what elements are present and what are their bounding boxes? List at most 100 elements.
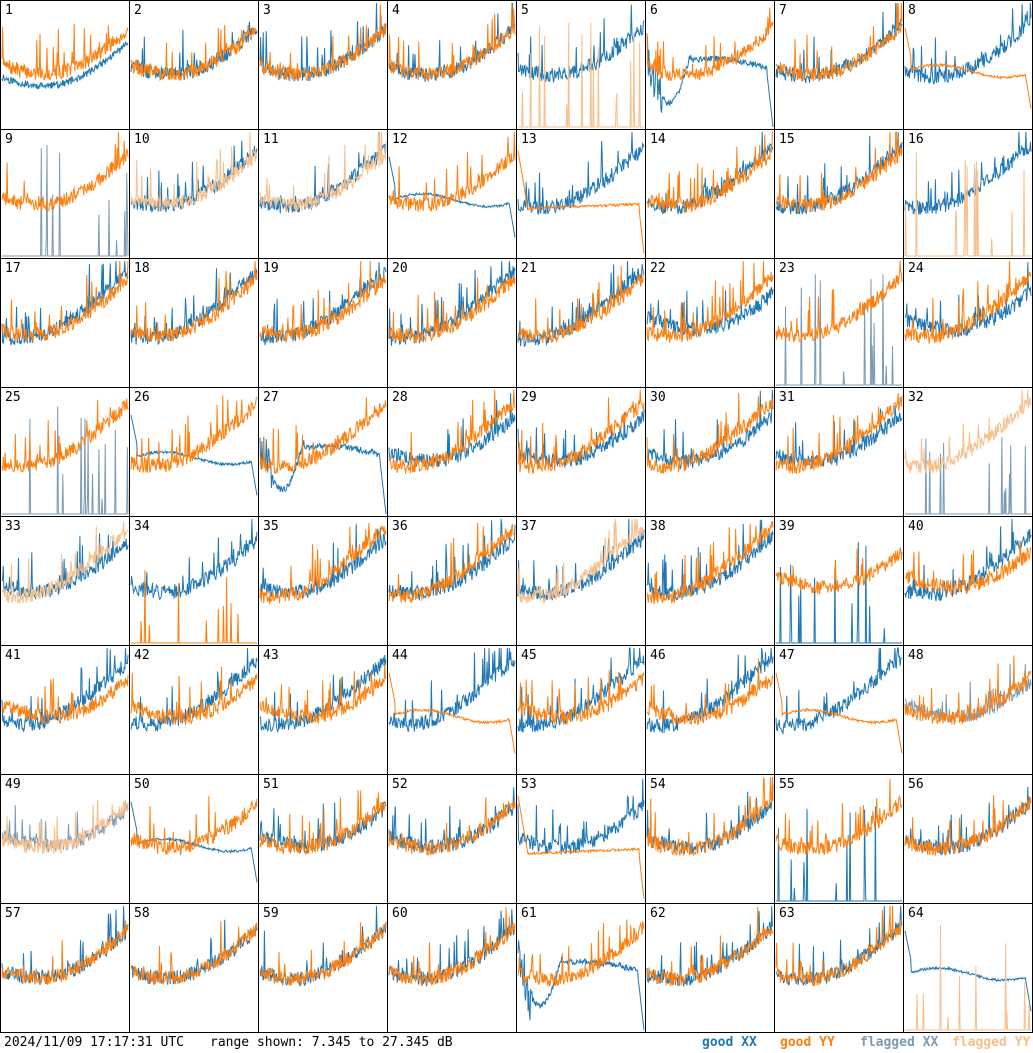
spectrum-plot	[388, 775, 516, 903]
panel-label: 19	[263, 261, 279, 276]
spectrum-panel: 21	[517, 259, 646, 388]
yy-series-line	[389, 276, 515, 343]
panel-label: 5	[521, 3, 529, 18]
spectrum-panel: 2	[130, 1, 259, 130]
panel-label: 8	[908, 3, 916, 18]
spectrum-panel: 34	[130, 517, 259, 646]
xx-series-line	[776, 3, 902, 83]
spectrum-plot	[1, 775, 129, 903]
panel-label: 46	[650, 648, 666, 663]
legend-flagged-yy: flagged YY	[952, 1035, 1031, 1050]
yy-series-line	[2, 261, 128, 342]
spectrum-plot	[517, 904, 645, 1032]
panel-label: 52	[392, 777, 408, 792]
spectrum-panel: 27	[259, 388, 388, 517]
spectrum-plot	[904, 904, 1032, 1032]
xx-series-line	[905, 132, 1031, 215]
yy-series-line	[518, 519, 644, 603]
spectrum-panel: 16	[904, 130, 1033, 259]
yy-series-line	[905, 28, 1031, 109]
timestamp: 2024/11/09 17:17:31 UTC	[4, 1035, 185, 1050]
xx-series-line	[518, 132, 644, 214]
yy-series-line	[389, 3, 515, 81]
yy-series-line	[647, 261, 773, 343]
spectrum-plot	[646, 388, 774, 516]
panel-label: 28	[392, 390, 408, 405]
spectrum-panel: 33	[1, 517, 130, 646]
xx-series-line	[2, 803, 128, 852]
panel-label: 53	[521, 777, 537, 792]
spectrum-panel: 11	[259, 130, 388, 259]
yy-series-line	[131, 261, 257, 342]
spectrum-plot	[130, 775, 258, 903]
spectrum-plot	[904, 775, 1032, 903]
yy-series-line	[518, 670, 644, 725]
spectrum-panel: 61	[517, 904, 646, 1033]
spectrum-plot	[388, 388, 516, 516]
spectrum-panel: 39	[775, 517, 904, 646]
xx-series-line	[518, 940, 644, 1030]
yy-series-line	[647, 393, 773, 474]
xx-series-line	[776, 274, 902, 385]
spectrum-plot	[904, 259, 1032, 387]
spectrum-panel: 54	[646, 775, 775, 904]
panel-label: 56	[908, 777, 924, 792]
spectrum-panel: 3	[259, 1, 388, 130]
yy-series-line	[776, 548, 902, 594]
panel-label: 47	[779, 648, 795, 663]
yy-series-line	[2, 24, 128, 80]
panel-label: 51	[263, 777, 279, 792]
spectrum-panel: 50	[130, 775, 259, 904]
yy-series-line	[518, 23, 644, 127]
panel-label: 44	[392, 648, 408, 663]
xx-series-line	[518, 5, 644, 83]
xx-series-line	[647, 288, 773, 337]
spectrum-plot	[1, 1, 129, 129]
footer-bar: 2024/11/09 17:17:31 UTC range shown: 7.3…	[0, 1033, 1033, 1053]
spectrum-plot	[904, 1, 1032, 129]
spectrum-panel: 57	[1, 904, 130, 1033]
yy-series-line	[2, 132, 128, 211]
spectrum-plot	[1, 517, 129, 645]
yy-series-line	[131, 796, 257, 855]
panel-label: 16	[908, 132, 924, 147]
yy-series-line	[389, 132, 515, 212]
panel-label: 39	[779, 519, 795, 534]
panel-label: 15	[779, 132, 795, 147]
yy-series-line	[776, 779, 902, 855]
spectrum-panel: 15	[775, 130, 904, 259]
panel-label: 18	[134, 261, 150, 276]
yy-series-line	[389, 673, 515, 754]
spectrum-panel: 18	[130, 259, 259, 388]
spectrum-panel: 25	[1, 388, 130, 517]
spectrum-panel: 42	[130, 646, 259, 775]
spectrum-panel: 49	[1, 775, 130, 904]
panel-label: 7	[779, 3, 787, 18]
xx-series-line	[260, 802, 386, 853]
xx-series-line	[647, 132, 773, 214]
spectrum-panel: 4	[388, 1, 517, 130]
spectrum-plot	[775, 775, 903, 903]
yy-series-line	[518, 151, 644, 254]
yy-series-line	[776, 673, 902, 754]
yy-series-line	[776, 261, 902, 342]
spectrum-panel: 23	[775, 259, 904, 388]
spectrum-plot	[1, 259, 129, 387]
spectrum-plot	[388, 1, 516, 129]
panel-label: 40	[908, 519, 924, 534]
spectrum-panel: 53	[517, 775, 646, 904]
spectrum-plot	[259, 775, 387, 903]
xx-series-line	[260, 524, 386, 598]
yy-series-line	[518, 920, 644, 987]
panel-label: 58	[134, 906, 150, 921]
yy-series-line	[389, 797, 515, 855]
spectrum-plot	[646, 130, 774, 258]
spectrum-panel: 40	[904, 517, 1033, 646]
spectrum-plot	[646, 259, 774, 387]
xx-series-line	[389, 519, 515, 600]
spectrum-panel: 6	[646, 1, 775, 130]
spectrum-panel: 62	[646, 904, 775, 1033]
range-shown: range shown: 7.345 to 27.345 dB	[210, 1035, 453, 1050]
panel-label: 26	[134, 390, 150, 405]
yy-series-line	[905, 261, 1031, 344]
